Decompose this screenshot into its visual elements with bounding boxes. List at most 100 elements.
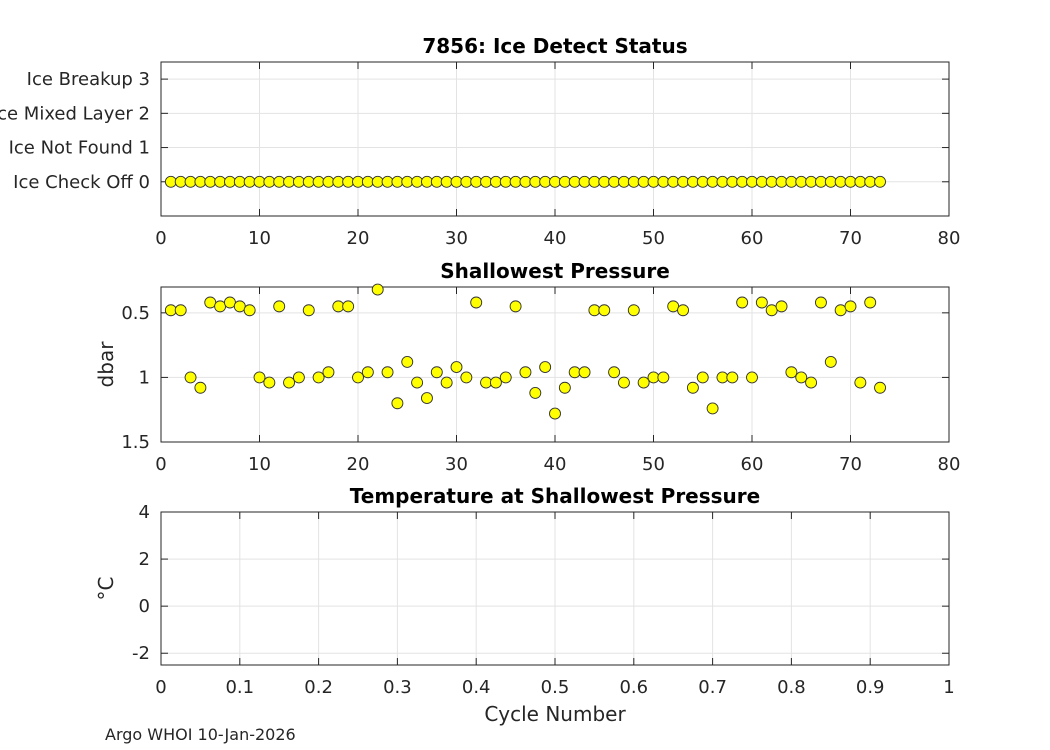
data-point — [332, 175, 345, 188]
data-point — [874, 175, 886, 188]
data-point — [322, 175, 335, 188]
data-point — [549, 407, 561, 420]
x-tick-label: 20 — [347, 454, 370, 475]
footer-text: Argo WHOI 10-Jan-2026 — [105, 725, 296, 744]
data-point — [696, 175, 709, 188]
data-point — [864, 175, 877, 188]
data-point — [657, 371, 670, 384]
data-point — [686, 381, 699, 394]
data-point — [312, 371, 325, 384]
data-point — [194, 381, 207, 394]
data-point — [204, 296, 217, 309]
x-tick-label: 70 — [839, 228, 862, 249]
data-point — [253, 175, 266, 188]
data-point — [499, 175, 512, 188]
x-tick-label: 20 — [347, 228, 370, 249]
data-point — [874, 381, 886, 394]
data-point — [588, 304, 601, 317]
data-point — [480, 376, 492, 389]
data-point — [223, 175, 236, 188]
chart-panel-3: 0 0.1 0.2 0.3 0.4 0.5 0.6 0.7 0.8 0.9 1420-2Temper… — [94, 484, 955, 726]
data-point — [519, 366, 532, 379]
data-point — [746, 175, 758, 188]
x-tick-label: 1 — [943, 677, 954, 698]
data-point — [273, 175, 286, 188]
data-point — [834, 175, 847, 188]
data-point — [844, 175, 857, 188]
data-point — [726, 371, 739, 384]
data-point — [736, 296, 749, 309]
data-point — [361, 175, 374, 188]
y-tick-label: Ice Mixed Layer 2 — [0, 103, 150, 124]
data-point — [174, 175, 187, 188]
data-point — [578, 366, 591, 379]
chart-panel-1: 0 10 20 30 40 50 60 70 80 Ice Breakup 3 Ice Mixed … — [0, 34, 960, 249]
data-point — [539, 361, 552, 374]
data-point — [529, 386, 542, 399]
data-point — [677, 304, 689, 317]
data-point — [480, 175, 492, 188]
chart-panel-2: 0 10 20 30 40 50 60 70 80 0.5 1 1.5 Shallowest Press… — [94, 259, 960, 475]
data-point — [292, 371, 305, 384]
y-tick-label: Ice Not Found 1 — [9, 138, 150, 159]
y-tick-label: -2 — [132, 643, 150, 664]
x-tick-label: 50 — [642, 454, 665, 475]
data-point — [647, 175, 660, 188]
data-point — [174, 304, 187, 317]
data-point — [627, 304, 640, 317]
data-point — [667, 300, 680, 313]
data-point — [450, 361, 463, 374]
data-point — [204, 175, 217, 188]
data-point — [686, 175, 699, 188]
y-tick-label: 0 — [139, 596, 150, 617]
data-point — [263, 175, 276, 188]
x-tick-label: 0.4 — [462, 677, 491, 698]
data-point — [637, 376, 650, 389]
data-point — [677, 175, 689, 188]
data-point — [322, 366, 335, 379]
data-point — [302, 304, 315, 317]
data-point — [371, 283, 384, 296]
data-point — [273, 300, 286, 313]
data-point — [450, 175, 463, 188]
data-point — [755, 175, 768, 188]
data-point — [440, 376, 453, 389]
data-point — [194, 175, 207, 188]
data-point — [164, 175, 177, 188]
data-point — [371, 175, 384, 188]
y-tick-label: 2 — [139, 549, 150, 570]
data-point — [401, 175, 414, 188]
data-point — [785, 175, 798, 188]
data-point — [618, 376, 630, 389]
data-point — [558, 175, 571, 188]
data-point — [470, 175, 483, 188]
data-point — [223, 296, 236, 309]
data-point — [381, 175, 394, 188]
data-point — [283, 175, 295, 188]
data-point — [233, 175, 246, 188]
data-point — [460, 175, 473, 188]
data-point — [312, 175, 325, 188]
data-point — [352, 371, 364, 384]
x-tick-label: 0.5 — [541, 677, 570, 698]
data-point — [598, 175, 611, 188]
data-point — [667, 175, 680, 188]
data-point — [775, 300, 788, 313]
data-point — [627, 175, 640, 188]
data-point — [608, 175, 621, 188]
data-point — [499, 371, 512, 384]
data-point — [558, 381, 571, 394]
data-point — [765, 175, 778, 188]
data-point — [391, 175, 404, 188]
data-point — [785, 366, 798, 379]
y-tick-label: 4 — [139, 502, 150, 523]
data-point — [509, 175, 522, 188]
data-point — [588, 175, 601, 188]
data-point — [716, 371, 729, 384]
x-tick-label: 0 — [155, 228, 166, 249]
data-point — [568, 175, 581, 188]
x-tick-label: 0.1 — [225, 677, 254, 698]
data-point — [657, 175, 670, 188]
chart-title: Temperature at Shallowest Pressure — [350, 484, 760, 508]
